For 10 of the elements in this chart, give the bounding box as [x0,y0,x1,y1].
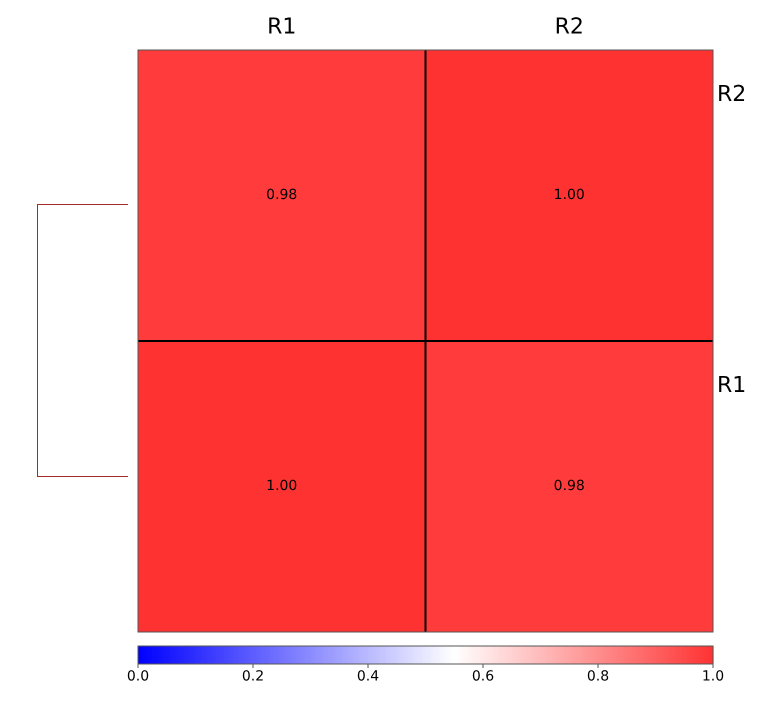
data-label: 0.98 [266,187,298,204]
color-bar-label: 0.4 [356,668,380,685]
color-bar-label: 1.0 [702,668,724,685]
data-label: 1.00 [266,478,298,494]
color-bar-label: 0.2 [242,668,264,685]
data-label: 0.98 [554,478,585,494]
color-bar-label: 0.6 [472,668,494,685]
data-label: 1.00 [554,187,585,204]
color-bar-label: 0.0 [126,668,150,685]
color-bar-label: 0.8 [586,668,610,685]
